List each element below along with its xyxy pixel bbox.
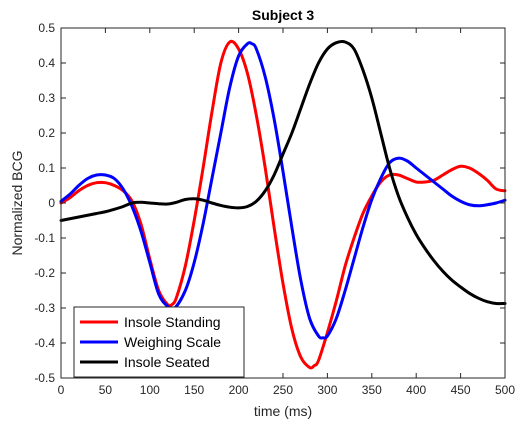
y-tick-label: 0.2 bbox=[38, 126, 55, 140]
legend: Insole Standing Weighing Scale Insole Seat… bbox=[73, 306, 245, 378]
y-tick-label: 0.5 bbox=[38, 21, 55, 35]
y-tick-label: -0.1 bbox=[34, 231, 55, 245]
series-line-2 bbox=[59, 41, 507, 340]
x-tick-label: 150 bbox=[184, 383, 204, 397]
x-tick-label: 300 bbox=[317, 383, 337, 397]
chart-title: Subject 3 bbox=[252, 7, 314, 23]
axes: 0 50 100 150 200 250 300 350 400 450 500 -0.5 -0.4 -0… bbox=[34, 21, 515, 397]
y-tick-label: -0.4 bbox=[34, 336, 55, 350]
series-lines bbox=[59, 39, 507, 370]
x-tick-label: 200 bbox=[229, 383, 249, 397]
y-tick-label: 0 bbox=[48, 196, 55, 210]
legend-label: Insole Standing bbox=[124, 314, 221, 330]
x-tick-label: 400 bbox=[406, 383, 426, 397]
y-axis-label: Normalized BCG bbox=[9, 150, 25, 255]
y-tick-label: 0.4 bbox=[38, 56, 55, 70]
x-tick-label: 50 bbox=[99, 383, 113, 397]
x-tick-label: 250 bbox=[273, 383, 293, 397]
x-tick-label: 500 bbox=[495, 383, 515, 397]
x-tick-label: 350 bbox=[362, 383, 382, 397]
y-tick-label: -0.5 bbox=[34, 371, 55, 385]
x-tick-label: 100 bbox=[140, 383, 160, 397]
y-tick-label: -0.2 bbox=[34, 266, 55, 280]
x-tick-label: 450 bbox=[451, 383, 471, 397]
y-tick-label: -0.3 bbox=[34, 301, 55, 315]
y-tick-label: 0.3 bbox=[38, 91, 55, 105]
legend-label: Insole Seated bbox=[124, 354, 210, 370]
x-axis-label: time (ms) bbox=[254, 403, 312, 419]
x-tick-label: 0 bbox=[58, 383, 65, 397]
legend-label: Weighing Scale bbox=[124, 334, 221, 350]
series-line-1 bbox=[59, 39, 507, 370]
series-line-3 bbox=[59, 39, 507, 306]
y-tick-label: 0.1 bbox=[38, 161, 55, 175]
